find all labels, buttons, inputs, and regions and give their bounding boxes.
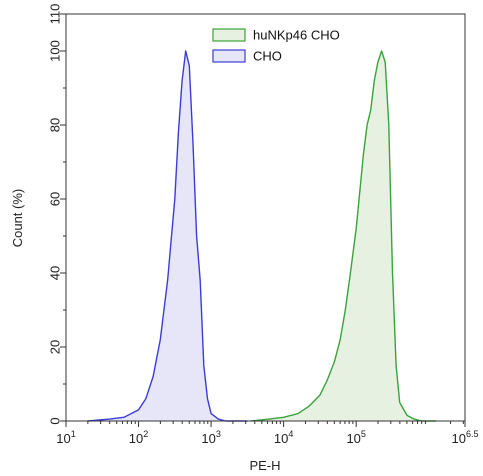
x-axis-label: PE-H [249, 458, 280, 473]
x-tick-label-5: 106.5 [452, 429, 479, 446]
legend-swatch-1 [212, 49, 246, 63]
y-tick-label-1: 20 [48, 340, 63, 354]
legend-label-0: huNKp46 CHO [253, 28, 340, 43]
y-tick-label-2: 40 [48, 266, 63, 280]
series-layer [87, 50, 436, 422]
series-area-0 [251, 51, 436, 421]
x-tick-label-0: 101 [56, 429, 75, 446]
axes-layer: 0 20 40 60 80 100 110 101 102 103 104 105 106.5 [48, 4, 479, 446]
series-line-1 [87, 50, 248, 422]
y-tick-label-4: 80 [48, 118, 63, 132]
legend: huNKp46 CHO CHO [212, 28, 340, 64]
y-axis-label: Count (%) [10, 189, 25, 248]
legend-swatch-0 [212, 28, 246, 42]
y-tick-label-3: 60 [48, 192, 63, 206]
x-tick-label-3: 104 [274, 429, 293, 446]
x-tick-label-1: 102 [129, 429, 148, 446]
y-tick-label-5: 100 [48, 40, 63, 62]
plot-frame [65, 13, 466, 422]
series-line-0 [250, 50, 436, 422]
series-area-1 [87, 51, 248, 421]
legend-label-1: CHO [253, 49, 282, 64]
x-tick-label-2: 103 [201, 429, 220, 446]
y-tick-label-6: 110 [48, 4, 63, 25]
x-tick-label-4: 105 [346, 429, 365, 446]
y-tick-label-0: 0 [48, 417, 63, 424]
